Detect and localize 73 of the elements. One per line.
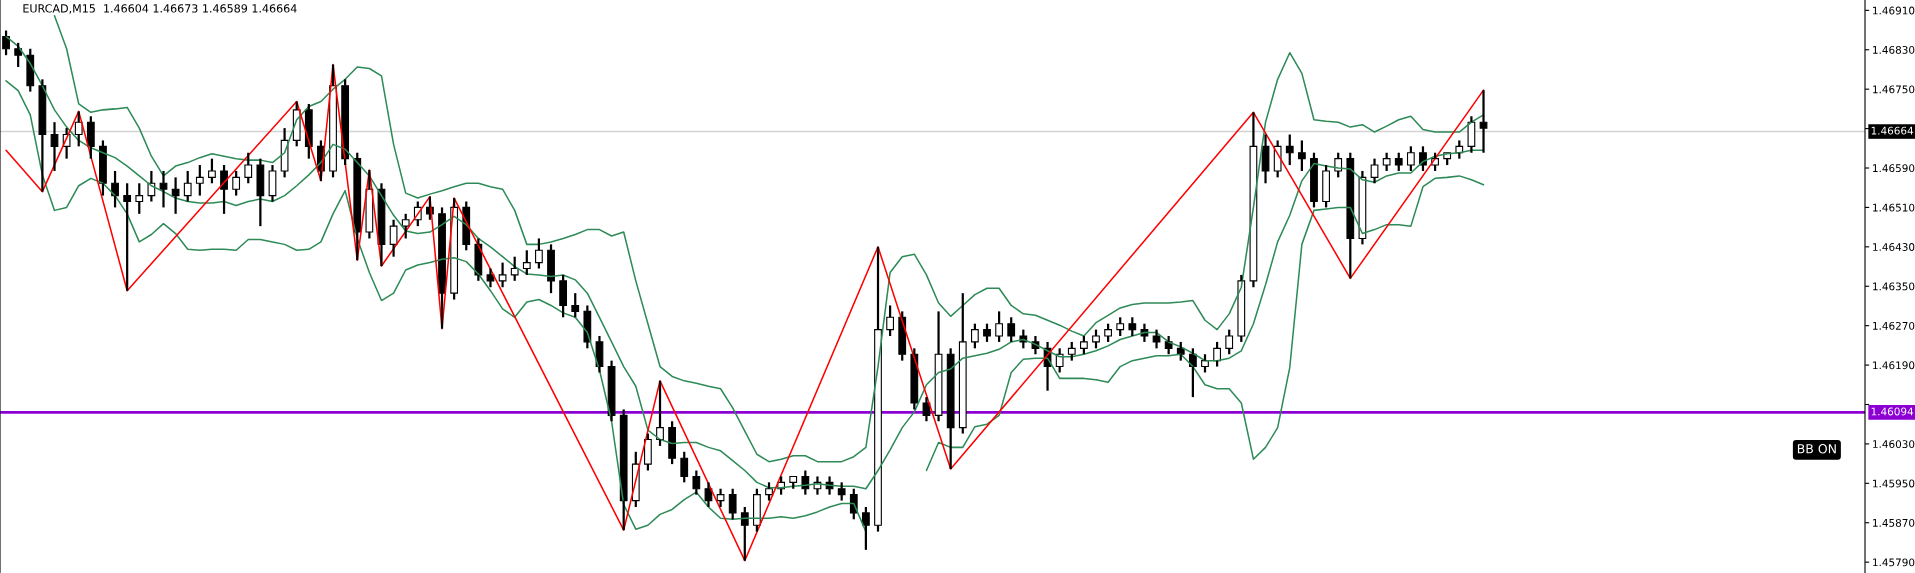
candlestick xyxy=(535,237,543,270)
candlestick xyxy=(99,139,107,197)
chart-title: EURCAD,M15 1.46604 1.46673 1.46589 1.46664 xyxy=(23,4,297,14)
candlestick xyxy=(1261,133,1270,185)
candlestick xyxy=(753,487,761,533)
candlestick xyxy=(377,182,386,268)
candlestick xyxy=(123,182,132,292)
y-tick-label: 1.46590 xyxy=(1873,164,1915,173)
candlestick xyxy=(1467,115,1476,154)
candlestick xyxy=(898,310,907,362)
candlestick xyxy=(280,126,289,179)
candlestick xyxy=(498,261,507,289)
candlestick xyxy=(486,267,495,289)
candlestick xyxy=(656,379,664,447)
candlestick xyxy=(1249,111,1258,289)
candlestick xyxy=(389,218,398,258)
candlestick xyxy=(922,396,931,423)
y-tick-label: 1.45950 xyxy=(1873,479,1915,488)
candlestick xyxy=(353,151,362,262)
candlestick xyxy=(874,245,882,533)
y-tick-label: 1.45790 xyxy=(1873,558,1915,567)
ref-line-label: 1.46664 xyxy=(1871,126,1914,135)
y-tick-label: 1.46910 xyxy=(1873,6,1915,15)
candlestick xyxy=(510,255,519,282)
candlestick xyxy=(474,237,483,282)
candlestick xyxy=(1370,157,1379,185)
ref-line-label: 1.46094 xyxy=(1871,407,1914,416)
candlestick xyxy=(862,505,870,551)
y-tick-label: 1.46350 xyxy=(1873,282,1915,291)
candlestick xyxy=(1394,151,1403,173)
candlestick xyxy=(595,334,604,374)
candlestick xyxy=(1479,89,1488,154)
y-tick-label: 1.46830 xyxy=(1873,45,1915,54)
candlestick xyxy=(14,41,23,69)
y-tick-label: 1.45870 xyxy=(1873,518,1915,527)
candlestick xyxy=(668,420,677,466)
y-tick-label: 1.46030 xyxy=(1873,440,1915,449)
candlestick xyxy=(1382,151,1391,173)
candlestick xyxy=(740,505,749,562)
candlestick xyxy=(86,115,95,160)
candlestick xyxy=(958,292,967,435)
annotation: BB ON xyxy=(1797,443,1836,454)
candlestick xyxy=(438,206,446,330)
candlestick xyxy=(837,481,846,502)
candlestick xyxy=(765,481,773,502)
candlestick xyxy=(1007,316,1016,344)
candlestick xyxy=(704,481,713,509)
y-tick-label: 1.46750 xyxy=(1873,85,1915,94)
candlestick xyxy=(607,359,616,423)
candlestick xyxy=(1346,151,1355,280)
candlestick xyxy=(268,163,277,203)
candlestick xyxy=(220,163,228,215)
candlestick xyxy=(1079,334,1088,356)
candlestick xyxy=(995,310,1003,344)
candlestick xyxy=(1164,334,1173,356)
candlestick xyxy=(559,273,568,319)
candlestick xyxy=(1419,145,1427,173)
candlestick xyxy=(1104,322,1112,344)
candlestick xyxy=(1152,328,1161,350)
y-tick-label: 1.46430 xyxy=(1873,243,1915,251)
candlestick xyxy=(38,78,47,193)
candlestick xyxy=(171,176,180,215)
y-tick-label: 1.46510 xyxy=(1873,203,1915,212)
y-tick-label: 1.46270 xyxy=(1873,321,1915,330)
candlestick xyxy=(619,408,628,532)
candlestick xyxy=(934,310,943,423)
candlestick xyxy=(946,347,955,471)
candlestick xyxy=(716,487,725,509)
candlestick xyxy=(1406,145,1415,173)
candlestick xyxy=(983,322,991,344)
y-tick-label: 1.46190 xyxy=(1873,361,1915,370)
candlestick xyxy=(1237,273,1246,344)
candlestick xyxy=(1358,169,1367,246)
